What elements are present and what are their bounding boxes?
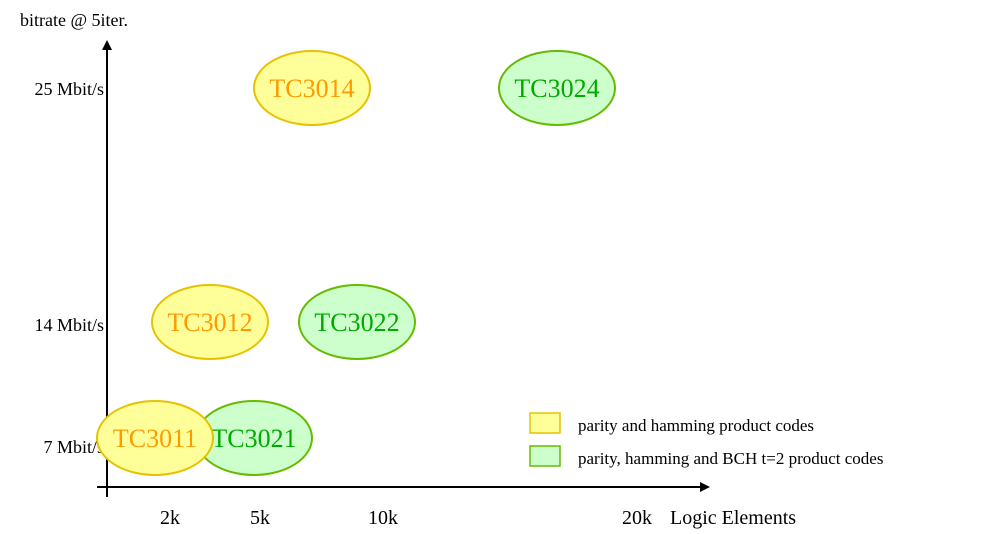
- data-point-label: TC3022: [314, 308, 399, 337]
- y-axis-title: bitrate @ 5iter.: [20, 10, 128, 30]
- data-point-tc3011: TC3011: [96, 400, 214, 476]
- legend-label: parity, hamming and BCH t=2 product code…: [578, 449, 883, 468]
- data-point-marker: [498, 50, 616, 126]
- data-point-tc3024: TC3024: [498, 50, 616, 126]
- data-point-tc3012: TC3012: [151, 284, 269, 360]
- tick-labels: 2k 5k 10k 20k 7 Mbit/s 14 Mbit/s 25 Mbit/s: [34, 79, 652, 529]
- data-point-marker: [298, 284, 416, 360]
- y-tick-label: 7 Mbit/s: [43, 437, 104, 457]
- data-point-tc3021: TC3021: [195, 400, 313, 476]
- legend-swatch: [529, 412, 561, 434]
- data-points: TC3021 TC3022 TC3024 TC3011 TC3012 TC3014: [96, 50, 616, 476]
- x-tick-label: 10k: [368, 507, 398, 529]
- data-point-label: TC3024: [514, 74, 599, 103]
- data-point-label: TC3014: [269, 74, 354, 103]
- data-point-tc3014: TC3014: [253, 50, 371, 126]
- x-tick-label: 5k: [250, 507, 270, 529]
- y-tick-label: 25 Mbit/s: [34, 79, 104, 99]
- legend-swatch: [529, 445, 561, 467]
- x-axis-title: Logic Elements: [670, 507, 796, 529]
- y-tick-label: 14 Mbit/s: [34, 315, 104, 335]
- legend-item-1: parity and hamming product codes: [529, 412, 814, 435]
- data-point-tc3022: TC3022: [298, 284, 416, 360]
- data-point-marker: [151, 284, 269, 360]
- data-point-marker: [96, 400, 214, 476]
- x-tick-label: 20k: [622, 507, 652, 529]
- data-point-label: TC3011: [113, 424, 197, 453]
- x-tick-label: 2k: [160, 507, 180, 529]
- data-point-label: TC3021: [211, 424, 296, 453]
- legend-label: parity and hamming product codes: [578, 416, 814, 435]
- legend-item-2: parity, hamming and BCH t=2 product code…: [529, 445, 883, 468]
- legend: parity and hamming product codes parity, …: [529, 412, 883, 468]
- data-point-label: TC3012: [167, 308, 252, 337]
- data-point-marker: [253, 50, 371, 126]
